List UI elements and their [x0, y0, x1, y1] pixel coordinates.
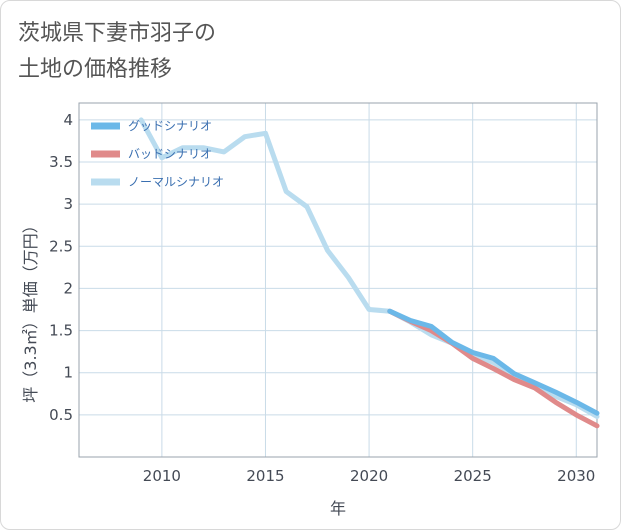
- x-tick-label: 2025: [454, 467, 492, 485]
- y-tick-label: 4: [63, 111, 73, 129]
- chart-title: 茨城県下妻市羽子の 土地の価格推移: [18, 16, 216, 88]
- series-layer: [138, 117, 600, 429]
- y-axis-title: 坪（3.3㎡）単価（万円）: [21, 217, 40, 402]
- legend-label: グッドシナリオ: [128, 119, 212, 133]
- plot-area-frame: [78, 102, 598, 458]
- y-tick-label: 3: [63, 195, 73, 213]
- legend-label: ノーマルシナリオ: [128, 175, 224, 189]
- x-tick-label: 2010: [143, 467, 181, 485]
- chart-title-line-1: 茨城県下妻市羽子の: [18, 21, 217, 46]
- x-axis-title: 年: [330, 499, 346, 518]
- series-line-0: [387, 308, 600, 416]
- tick-labels: 2010 2015 2020 2025 2030 0.5 1 1.5 2 2.5 3 3.5 4: [49, 111, 595, 485]
- legend-label: バッドシナリオ: [128, 147, 212, 161]
- y-tick-label: 0.5: [49, 406, 73, 424]
- y-tick-label: 3.5: [49, 153, 73, 171]
- y-tick-label: 2: [63, 279, 73, 297]
- y-tick-label: 1.5: [49, 322, 73, 340]
- x-tick-label: 2030: [557, 467, 595, 485]
- y-tick-label: 1: [63, 364, 73, 382]
- series-line-1: [387, 308, 600, 429]
- chart-title-line-2: 土地の価格推移: [18, 57, 173, 82]
- grid-lines: [79, 103, 597, 457]
- y-tick-label: 2.5: [49, 237, 73, 255]
- x-tick-label: 2015: [246, 467, 284, 485]
- x-tick-label: 2020: [350, 467, 388, 485]
